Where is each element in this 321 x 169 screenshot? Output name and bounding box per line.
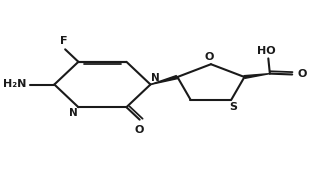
Polygon shape bbox=[244, 74, 270, 78]
Text: N: N bbox=[152, 73, 160, 83]
Text: F: F bbox=[60, 36, 67, 46]
Text: O: O bbox=[135, 125, 144, 135]
Text: S: S bbox=[229, 102, 237, 112]
Text: H₂N: H₂N bbox=[3, 79, 26, 89]
Text: O: O bbox=[205, 52, 214, 62]
Polygon shape bbox=[151, 76, 179, 84]
Text: N: N bbox=[69, 108, 77, 118]
Text: HO: HO bbox=[257, 46, 276, 56]
Text: O: O bbox=[297, 69, 307, 79]
